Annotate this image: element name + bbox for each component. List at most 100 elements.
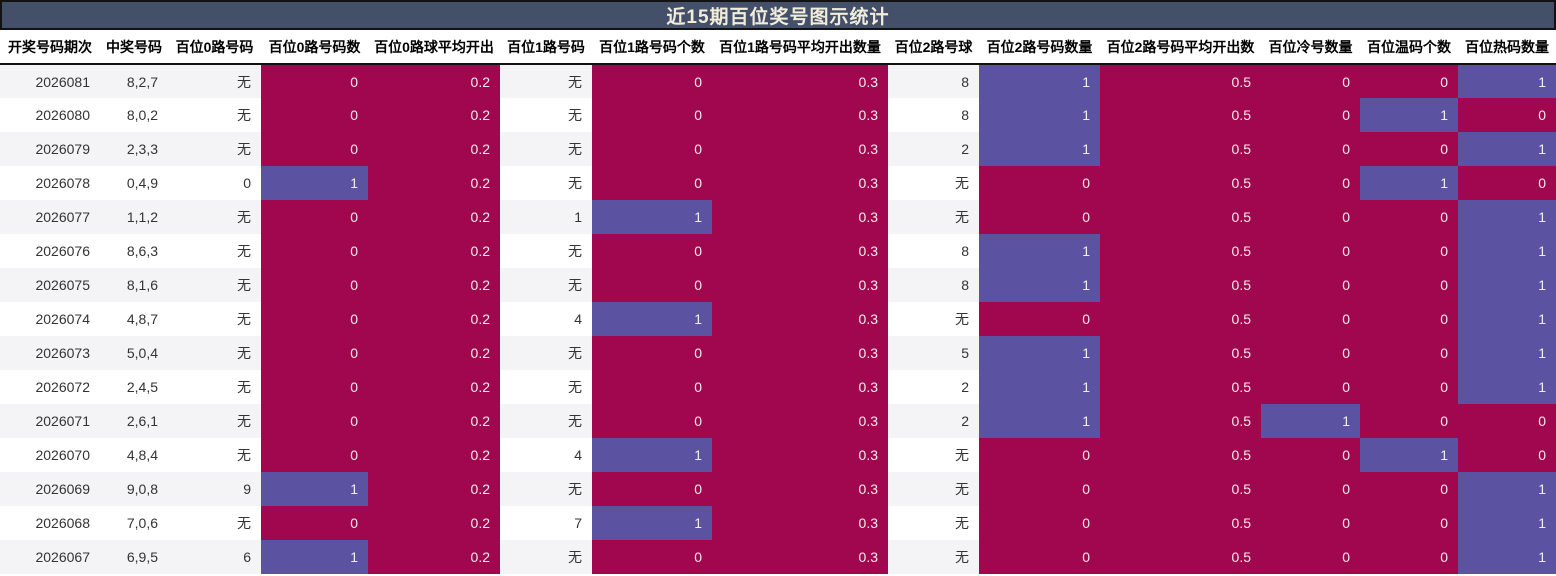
table-row: 2026075 8,1,6 无 0 0.2 无 0 0.3 8 1 0.5 0 0 1	[0, 268, 1556, 302]
cell-hot: 1	[1458, 506, 1556, 540]
cell-r2_avg: 0.5	[1100, 234, 1261, 268]
cell-win: 8,0,2	[100, 98, 168, 132]
cell-r0_num: 无	[168, 132, 261, 166]
cell-win: 2,3,3	[100, 132, 168, 166]
cell-r2_num: 2	[888, 370, 979, 404]
cell-r2_num: 无	[888, 540, 979, 574]
cell-r1_num: 4	[500, 302, 592, 336]
cell-r2_num: 8	[888, 98, 979, 132]
cell-hot: 1	[1458, 132, 1556, 166]
cell-r1_avg: 0.3	[712, 336, 888, 370]
cell-period: 2026073	[0, 336, 100, 370]
cell-hot: 1	[1458, 268, 1556, 302]
table-header: 开奖号码期次 中奖号码 百位0路号码 百位0路号码数 百位0路球平均开出 百位1路号码 百位…	[0, 30, 1556, 65]
cell-r0_avg: 0.2	[368, 302, 500, 336]
cell-r1_num: 4	[500, 438, 592, 472]
cell-cold: 0	[1261, 506, 1360, 540]
cell-period: 2026077	[0, 200, 100, 234]
cell-r1_num: 无	[500, 404, 592, 438]
cell-warm: 1	[1360, 438, 1458, 472]
cell-r0_avg: 0.2	[368, 404, 500, 438]
cell-r0_avg: 0.2	[368, 98, 500, 132]
cell-r1_cnt: 0	[592, 404, 712, 438]
cell-r1_cnt: 0	[592, 370, 712, 404]
cell-period: 2026067	[0, 540, 100, 574]
cell-period: 2026072	[0, 370, 100, 404]
column-header-r2_cnt: 百位2路号码数量	[979, 30, 1100, 65]
cell-cold: 0	[1261, 98, 1360, 132]
cell-r0_cnt: 0	[261, 336, 368, 370]
cell-r1_avg: 0.3	[712, 98, 888, 132]
cell-win: 5,0,4	[100, 336, 168, 370]
cell-r0_num: 无	[168, 64, 261, 98]
cell-r1_cnt: 0	[592, 540, 712, 574]
cell-cold: 0	[1261, 370, 1360, 404]
cell-r0_avg: 0.2	[368, 472, 500, 506]
cell-r2_avg: 0.5	[1100, 404, 1261, 438]
cell-cold: 0	[1261, 336, 1360, 370]
cell-r2_avg: 0.5	[1100, 438, 1261, 472]
cell-hot: 1	[1458, 540, 1556, 574]
cell-hot: 0	[1458, 404, 1556, 438]
column-header-r2_num: 百位2路号球	[888, 30, 979, 65]
cell-r0_num: 6	[168, 540, 261, 574]
cell-r1_num: 无	[500, 64, 592, 98]
cell-r1_avg: 0.3	[712, 370, 888, 404]
cell-r1_cnt: 0	[592, 234, 712, 268]
cell-r0_cnt: 0	[261, 370, 368, 404]
cell-win: 2,4,5	[100, 370, 168, 404]
cell-r0_avg: 0.2	[368, 268, 500, 302]
cell-r2_avg: 0.5	[1100, 540, 1261, 574]
cell-win: 7,0,6	[100, 506, 168, 540]
cell-r2_cnt: 0	[979, 200, 1100, 234]
table-row: 2026080 8,0,2 无 0 0.2 无 0 0.3 8 1 0.5 0 1 0	[0, 98, 1556, 132]
cell-hot: 1	[1458, 234, 1556, 268]
cell-period: 2026078	[0, 166, 100, 200]
cell-r1_num: 无	[500, 540, 592, 574]
cell-r2_cnt: 1	[979, 404, 1100, 438]
cell-r0_num: 无	[168, 438, 261, 472]
cell-warm: 0	[1360, 472, 1458, 506]
cell-r2_cnt: 1	[979, 370, 1100, 404]
cell-r2_num: 无	[888, 166, 979, 200]
cell-r1_cnt: 0	[592, 336, 712, 370]
cell-r0_cnt: 0	[261, 200, 368, 234]
cell-r1_num: 无	[500, 132, 592, 166]
cell-r1_num: 无	[500, 268, 592, 302]
cell-r1_avg: 0.3	[712, 472, 888, 506]
cell-r1_avg: 0.3	[712, 200, 888, 234]
cell-r1_cnt: 0	[592, 268, 712, 302]
cell-r2_num: 5	[888, 336, 979, 370]
cell-r1_avg: 0.3	[712, 302, 888, 336]
cell-r2_avg: 0.5	[1100, 200, 1261, 234]
cell-r2_avg: 0.5	[1100, 506, 1261, 540]
table-row: 2026079 2,3,3 无 0 0.2 无 0 0.3 2 1 0.5 0 0 1	[0, 132, 1556, 166]
cell-r2_num: 8	[888, 234, 979, 268]
cell-r1_num: 1	[500, 200, 592, 234]
cell-r1_cnt: 1	[592, 200, 712, 234]
cell-r2_avg: 0.5	[1100, 64, 1261, 98]
cell-r1_cnt: 0	[592, 64, 712, 98]
cell-r0_avg: 0.2	[368, 506, 500, 540]
cell-warm: 0	[1360, 404, 1458, 438]
cell-win: 1,1,2	[100, 200, 168, 234]
cell-r2_avg: 0.5	[1100, 98, 1261, 132]
cell-r2_cnt: 1	[979, 64, 1100, 98]
cell-r2_cnt: 0	[979, 506, 1100, 540]
cell-r0_num: 无	[168, 506, 261, 540]
column-header-r1_avg: 百位1路号码平均开出数量	[712, 30, 888, 65]
table-row: 2026078 0,4,9 0 1 0.2 无 0 0.3 无 0 0.5 0 1 0	[0, 166, 1556, 200]
cell-r0_cnt: 0	[261, 438, 368, 472]
column-header-hot: 百位热码数量	[1458, 30, 1556, 65]
cell-r2_cnt: 0	[979, 472, 1100, 506]
cell-warm: 0	[1360, 64, 1458, 98]
cell-warm: 0	[1360, 132, 1458, 166]
cell-cold: 0	[1261, 438, 1360, 472]
cell-r0_num: 0	[168, 166, 261, 200]
cell-r1_cnt: 1	[592, 506, 712, 540]
cell-r1_avg: 0.3	[712, 234, 888, 268]
cell-r2_avg: 0.5	[1100, 302, 1261, 336]
cell-warm: 0	[1360, 336, 1458, 370]
cell-r0_avg: 0.2	[368, 200, 500, 234]
